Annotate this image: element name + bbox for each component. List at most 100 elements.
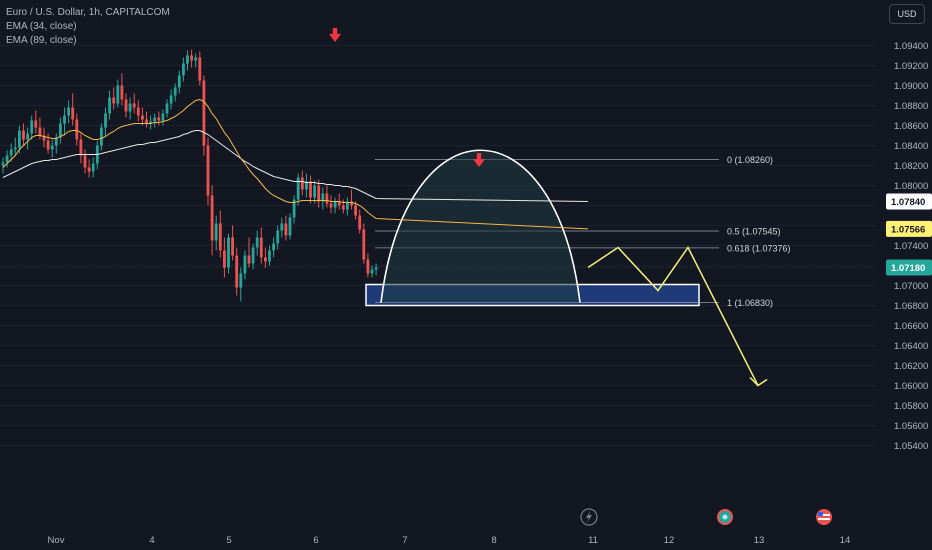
currency-button[interactable]: USD bbox=[889, 4, 925, 24]
candle bbox=[42, 127, 46, 148]
candle-body bbox=[329, 203, 333, 208]
candle bbox=[243, 250, 247, 280]
candle bbox=[366, 253, 370, 278]
candle-body bbox=[173, 87, 177, 96]
candle bbox=[54, 133, 58, 154]
candle-body bbox=[38, 127, 42, 136]
x-tick-label: 6 bbox=[313, 535, 318, 546]
candle-body bbox=[317, 185, 321, 202]
candle bbox=[104, 107, 107, 136]
candle bbox=[100, 123, 103, 151]
us-flag-icon[interactable] bbox=[816, 509, 832, 525]
candle-body bbox=[194, 57, 198, 61]
y-tick-label: 1.07400 bbox=[894, 241, 928, 252]
candle bbox=[141, 107, 144, 126]
candle-body bbox=[116, 85, 120, 104]
candle bbox=[235, 247, 239, 296]
candle bbox=[264, 247, 267, 268]
candle bbox=[71, 93, 75, 126]
candle bbox=[108, 90, 111, 120]
candle bbox=[362, 223, 366, 264]
candle-body bbox=[264, 257, 267, 262]
candle bbox=[1, 157, 5, 174]
candle bbox=[128, 97, 132, 120]
candle-body bbox=[223, 250, 226, 268]
candle bbox=[300, 170, 304, 196]
annotations bbox=[329, 28, 768, 387]
candle bbox=[182, 57, 185, 82]
lightning-icon[interactable] bbox=[580, 508, 598, 526]
candle bbox=[292, 195, 296, 224]
candle-body bbox=[79, 139, 83, 156]
candle bbox=[227, 233, 230, 274]
candle-body bbox=[18, 130, 21, 148]
candle bbox=[149, 115, 152, 130]
candle-body bbox=[272, 243, 275, 251]
candle-body bbox=[231, 237, 234, 256]
candle-body bbox=[157, 117, 161, 121]
candle bbox=[136, 100, 140, 122]
candle-body bbox=[34, 120, 38, 128]
candle bbox=[26, 127, 29, 150]
y-tick-label: 1.07000 bbox=[894, 281, 928, 292]
price-tag bbox=[886, 220, 932, 237]
x-tick-label: 4 bbox=[149, 535, 154, 546]
candle-body bbox=[239, 273, 243, 288]
candle-body bbox=[136, 107, 140, 116]
x-tick-label: 11 bbox=[588, 535, 598, 546]
candle bbox=[75, 113, 79, 146]
y-tick-label: 1.08400 bbox=[894, 141, 928, 152]
candle-body bbox=[325, 193, 329, 204]
candle-body bbox=[337, 201, 341, 206]
candle-body bbox=[210, 195, 214, 241]
candle-body bbox=[108, 97, 111, 114]
candle-body bbox=[280, 223, 284, 231]
arch-pattern bbox=[380, 149, 581, 303]
candle-body bbox=[243, 255, 247, 274]
candle-body bbox=[255, 237, 259, 248]
candle bbox=[247, 237, 251, 268]
time-axis[interactable]: Nov 4 5 6 7 8 11 12 13 14 bbox=[48, 535, 851, 546]
candle-body bbox=[91, 163, 95, 172]
ema89-label: EMA (89, close) bbox=[6, 35, 77, 46]
price-tag bbox=[886, 259, 932, 276]
candle bbox=[50, 139, 54, 158]
candle-body bbox=[305, 181, 308, 190]
candle bbox=[350, 189, 353, 210]
drawings: 0 (1.08260) 0.5 (1.07545) 0.618 (1.07376) 1… bbox=[365, 149, 791, 308]
projection-path bbox=[587, 246, 759, 386]
ema89-line bbox=[2, 130, 589, 202]
candle bbox=[9, 143, 13, 162]
y-tick-label: 1.06400 bbox=[894, 341, 928, 352]
price-axis[interactable]: 1.09400 1.09200 1.09000 1.08800 1.08600 1.084… bbox=[886, 41, 932, 452]
fib-label: 0 (1.08260) bbox=[727, 155, 773, 165]
candle-body bbox=[54, 137, 58, 146]
candle-body bbox=[50, 145, 54, 150]
candle-body bbox=[71, 107, 75, 120]
candle bbox=[83, 149, 87, 174]
candle bbox=[313, 180, 316, 204]
price-tag-label: 1.07180 bbox=[891, 263, 925, 274]
candle-body bbox=[366, 259, 370, 274]
candle bbox=[169, 89, 173, 110]
candle bbox=[63, 107, 66, 136]
candle-body bbox=[104, 113, 107, 128]
candle-body bbox=[87, 167, 91, 172]
candle bbox=[309, 175, 312, 204]
candle-body bbox=[227, 237, 230, 268]
candle bbox=[325, 185, 329, 208]
price-tag-label: 1.07840 bbox=[891, 197, 925, 208]
candle-body bbox=[141, 115, 144, 120]
candle-body bbox=[145, 119, 148, 124]
candle-body bbox=[13, 147, 17, 150]
candle-body bbox=[182, 63, 185, 76]
candle bbox=[124, 93, 128, 118]
candle-body bbox=[321, 193, 325, 202]
down-arrow-icon bbox=[476, 153, 482, 160]
eu-flag-icon[interactable] bbox=[717, 509, 733, 525]
candle bbox=[173, 83, 177, 102]
y-tick-label: 1.08600 bbox=[894, 121, 928, 132]
y-tick-label: 1.08000 bbox=[894, 181, 928, 192]
candle bbox=[329, 195, 333, 214]
